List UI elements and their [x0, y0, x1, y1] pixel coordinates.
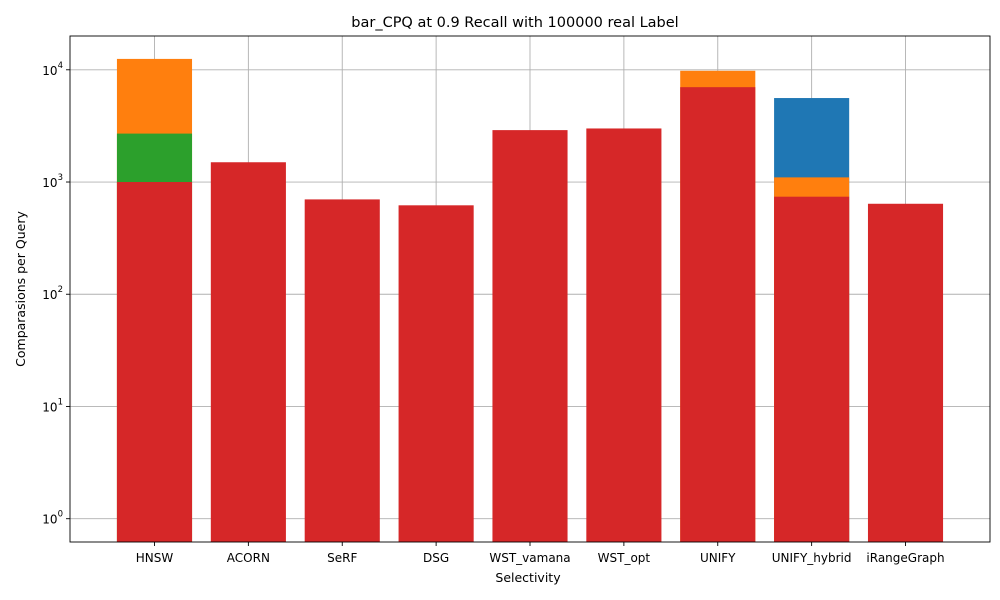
bar-wst-vamana-series-3 — [492, 130, 568, 542]
bar-unify-hybrid-series-3 — [774, 196, 850, 542]
y-tick-exponent: 0 — [58, 510, 63, 520]
x-tick-label: WST_opt — [598, 551, 651, 565]
y-axis-label: Comparasions per Query — [13, 211, 28, 367]
x-axis-ticks: HNSW ACORN SeRF DSG WST_vamana WST_opt UNIFY UN… — [136, 542, 945, 565]
x-tick-label: WST_vamana — [489, 551, 570, 565]
y-tick-label: 102 — [42, 285, 63, 302]
bar-hnsw-series-3 — [116, 182, 193, 542]
x-tick-label: HNSW — [136, 551, 174, 565]
y-tick-base: 10 — [42, 400, 57, 414]
x-tick-label: ACORN — [227, 551, 270, 565]
y-tick-base: 10 — [42, 176, 57, 190]
x-tick-label: iRangeGraph — [866, 551, 944, 565]
y-tick-exponent: 4 — [58, 61, 63, 71]
x-tick-label: UNIFY_hybrid — [772, 551, 852, 565]
x-tick-label: UNIFY — [700, 551, 736, 565]
y-tick-exponent: 3 — [58, 173, 63, 183]
bar-unify-series-3 — [680, 87, 756, 542]
bar-dsg-series-3 — [398, 205, 474, 542]
bar-wst-opt-series-3 — [586, 128, 662, 542]
y-tick-base: 10 — [42, 64, 57, 78]
bar-serf-series-3 — [304, 199, 380, 542]
y-tick-label: 104 — [42, 61, 63, 78]
y-tick-label: 101 — [42, 397, 63, 414]
y-tick-base: 10 — [42, 513, 57, 527]
x-tick-label: DSG — [423, 551, 449, 565]
bars — [116, 58, 944, 543]
y-tick-exponent: 1 — [58, 397, 63, 407]
y-tick-label: 103 — [42, 173, 63, 190]
bar-acorn-series-3 — [210, 162, 286, 542]
y-tick-base: 10 — [42, 288, 57, 302]
bar-irangegraph-series-3 — [867, 203, 944, 542]
x-tick-label: SeRF — [327, 551, 357, 565]
x-axis-label: Selectivity — [495, 570, 561, 585]
y-tick-label: 100 — [42, 510, 63, 527]
y-tick-exponent: 2 — [58, 285, 63, 295]
chart-title: bar_CPQ at 0.9 Recall with 100000 real L… — [351, 15, 678, 31]
